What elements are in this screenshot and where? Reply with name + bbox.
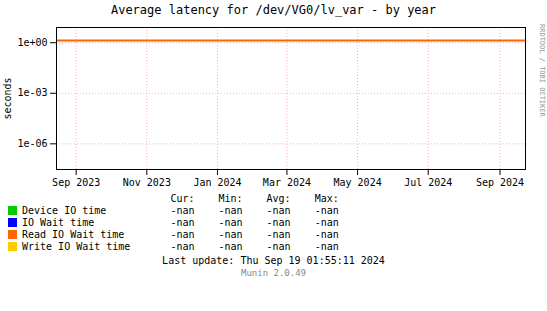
html-text:-nan: -nan bbox=[170, 205, 195, 216]
svg-text:Jul 2024: Jul 2024 bbox=[404, 177, 452, 188]
html-text:-nan: -nan bbox=[314, 229, 339, 240]
svg-text:1e+00: 1e+00 bbox=[17, 37, 47, 48]
svg-text:seconds: seconds bbox=[2, 77, 13, 119]
html-text:-nan: -nan bbox=[266, 229, 291, 240]
svg-text:Jan 2024: Jan 2024 bbox=[193, 177, 241, 188]
html-text:Avg:: Avg: bbox=[266, 193, 291, 204]
html-text:Last update: Thu Sep 19 01:55:: Last update: Thu Sep 19 01:55:11 2024 bbox=[162, 255, 385, 266]
svg-text:1e-03: 1e-03 bbox=[17, 87, 47, 98]
html-text:Write IO Wait time: Write IO Wait time bbox=[22, 241, 131, 252]
html-text:Cur:: Cur: bbox=[170, 193, 195, 204]
html-text:-nan: -nan bbox=[170, 217, 195, 228]
svg-text:May 2024: May 2024 bbox=[334, 177, 382, 188]
html-text:Average latency for /dev/VG0/l: Average latency for /dev/VG0/lv_var - by… bbox=[110, 3, 436, 17]
html-text:-nan: -nan bbox=[218, 229, 243, 240]
svg-text:Mar 2024: Mar 2024 bbox=[263, 177, 311, 188]
html-text:-nan: -nan bbox=[314, 241, 339, 252]
html-text:-nan: -nan bbox=[314, 217, 339, 228]
html-text:-nan: -nan bbox=[266, 217, 291, 228]
html-text:Device IO time: Device IO time bbox=[22, 205, 107, 216]
html-text:-nan: -nan bbox=[218, 241, 243, 252]
svg-text:Nov 2023: Nov 2023 bbox=[123, 177, 171, 188]
html-text:RRDTOOL / TOBI OETIKER: RRDTOOL / TOBI OETIKER bbox=[538, 24, 546, 117]
html-text:Munin 2.0.49: Munin 2.0.49 bbox=[241, 268, 306, 278]
html-text:Max:: Max: bbox=[314, 193, 339, 204]
html-text:-nan: -nan bbox=[314, 205, 339, 216]
svg-text:1e-06: 1e-06 bbox=[17, 138, 47, 149]
svg-text:Sep 2023: Sep 2023 bbox=[52, 177, 100, 188]
html-text:-nan: -nan bbox=[266, 241, 291, 252]
svg-text:Sep 2024: Sep 2024 bbox=[476, 177, 524, 188]
html-text:-nan: -nan bbox=[218, 205, 243, 216]
html-text:Min:: Min: bbox=[218, 193, 243, 204]
html-text:IO Wait time: IO Wait time bbox=[22, 217, 95, 228]
html-text:Read IO Wait time: Read IO Wait time bbox=[22, 229, 125, 240]
html-text:-nan: -nan bbox=[218, 217, 243, 228]
html-text:-nan: -nan bbox=[266, 205, 291, 216]
html-text:-nan: -nan bbox=[170, 241, 195, 252]
html-text:-nan: -nan bbox=[170, 229, 195, 240]
